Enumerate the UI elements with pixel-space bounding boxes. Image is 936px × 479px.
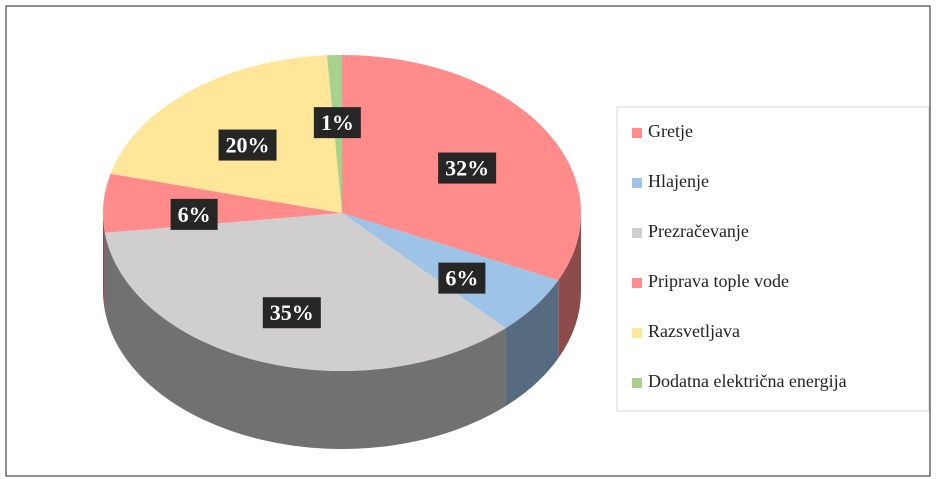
slice-side	[104, 232, 506, 449]
slice	[104, 213, 506, 371]
data-label-box	[218, 129, 277, 161]
data-label-group: 32%	[438, 152, 497, 184]
data-label: 6%	[445, 266, 478, 291]
slice	[103, 173, 342, 233]
data-label-group: 6%	[438, 262, 486, 294]
legend-label: Gretje	[648, 121, 693, 141]
legend-label: Hlajenje	[648, 171, 709, 191]
legend-label: Dodatna električna energija	[648, 371, 847, 391]
legend-box	[616, 106, 930, 412]
data-label: 32%	[445, 156, 489, 181]
data-label-group: 20%	[218, 129, 277, 161]
data-label-box	[438, 152, 497, 184]
data-label: 20%	[226, 133, 270, 158]
data-label: 1%	[321, 110, 354, 135]
legend-swatch	[632, 128, 642, 138]
data-label-box	[170, 198, 218, 230]
legend-swatch	[632, 378, 642, 388]
data-label: 6%	[178, 202, 211, 227]
legend-swatch	[632, 328, 642, 338]
data-label-box	[262, 297, 321, 329]
legend-swatch	[632, 278, 642, 288]
data-label-box	[438, 262, 486, 294]
slice-side	[103, 213, 105, 311]
legend-label: Priprava tople vode	[648, 271, 789, 291]
slice-side	[505, 280, 559, 407]
legend-label: Prezračevanje	[648, 221, 749, 241]
data-label-box	[313, 107, 361, 139]
data-label-group: 1%	[313, 107, 361, 139]
legend-swatch	[632, 178, 642, 188]
slice-side	[558, 213, 581, 359]
data-label-group: 6%	[170, 198, 218, 230]
data-label: 35%	[270, 300, 314, 325]
legend-swatch	[632, 228, 642, 238]
legend-label: Razsvetljava	[648, 321, 740, 341]
data-label-group: 35%	[262, 297, 321, 329]
